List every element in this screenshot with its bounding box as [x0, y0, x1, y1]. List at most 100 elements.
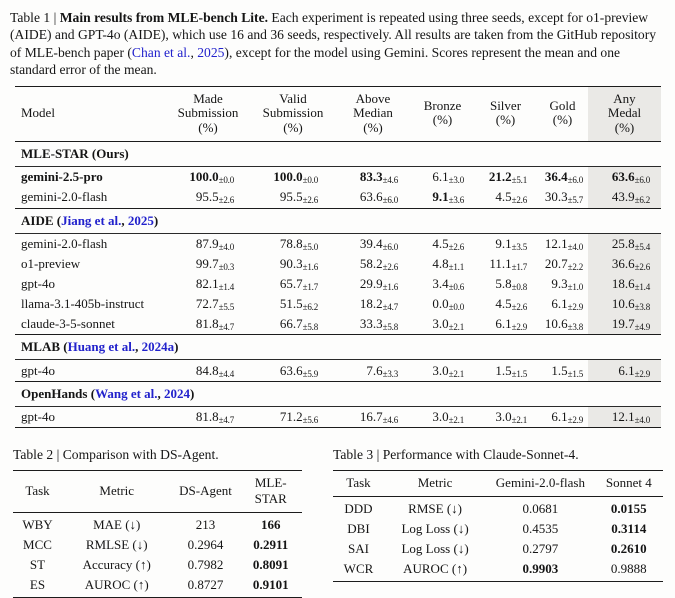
std-error: ±2.6: [448, 241, 465, 252]
text-segment: Table 1 |: [10, 10, 60, 25]
ds-agent-comparison-table: Task Metric DS-Agent MLE-STAR WBY MAE (↓) 213…: [13, 469, 302, 598]
value: 95.5: [279, 189, 303, 205]
value-cell: 81.8±4.7: [165, 406, 251, 428]
std-error: ±1.6: [382, 281, 399, 292]
model-cell: llama-3.1-405b-instruct: [21, 296, 145, 312]
text-segment: ,: [121, 212, 128, 228]
value: 16.7: [359, 408, 383, 424]
value-cell: 0.9101: [239, 574, 302, 598]
column-header-mle-star: MLE-STAR: [239, 470, 302, 513]
table-row: MCC RMLSE (↓) 0.2964 0.2911: [13, 535, 302, 555]
column-header-task: Task: [333, 470, 384, 497]
value-cell: 0.3114: [611, 520, 647, 536]
value: 9.3: [551, 275, 568, 291]
std-error: ±2.1: [448, 414, 465, 425]
value: 1.5: [495, 362, 512, 378]
std-error: ±5.1: [511, 175, 528, 186]
text-segment: ,: [157, 385, 165, 401]
value-cell: 95.5±2.6: [165, 187, 251, 209]
value-cell: 12.1±4.0: [588, 406, 661, 428]
results-table: Model Made Submission (%) Valid Submission (%)…: [15, 85, 661, 428]
citation-link[interactable]: Wang et al.: [95, 385, 158, 401]
metric-cell: MAE (↓): [93, 516, 141, 532]
value: 25.8: [611, 235, 635, 251]
value: 21.2: [488, 169, 512, 185]
std-error: ±2.6: [302, 195, 319, 206]
value: 66.7: [279, 316, 303, 332]
text-segment: ): [174, 339, 179, 355]
value-cell: 9.1±3.5: [474, 233, 537, 254]
column-header-gemini-2-0-flash: Gemini-2.0-flash: [486, 470, 595, 497]
value-cell: 71.2±5.6: [251, 406, 335, 428]
std-error: ±2.6: [511, 195, 528, 206]
citation-link[interactable]: 2025: [197, 44, 225, 60]
std-error: ±4.0: [218, 241, 235, 252]
task-cell: ES: [13, 574, 62, 598]
value: 0.0: [432, 296, 449, 312]
value: 3.4: [432, 275, 449, 291]
citation-link[interactable]: Huang et al.: [67, 339, 136, 355]
value: 81.8: [195, 408, 219, 424]
table-row: gemini-2.0-flash 95.5±2.6 95.5±2.6 63.6±6.0…: [15, 187, 661, 209]
value: 18.2: [359, 296, 383, 312]
column-header-silver-pctpctpct: Silver (%): [474, 86, 537, 143]
task-cell: DBI: [347, 520, 370, 536]
std-error: ±2.9: [634, 368, 651, 379]
value: 51.5: [279, 296, 303, 312]
column-header-above-median-pctpctpct: Above Median (%): [335, 86, 411, 143]
value: 12.1: [544, 235, 568, 251]
value: 7.6: [366, 362, 383, 378]
value: 11.1: [489, 255, 512, 271]
value-cell: 1.5±1.5: [474, 359, 537, 382]
metric-cell: AUROC (↑): [383, 558, 487, 582]
task-cell: ST: [29, 556, 46, 572]
value: 83.3: [359, 169, 383, 185]
header-row: Task Metric DS-Agent MLE-STAR: [13, 470, 302, 513]
citation-link[interactable]: Chan et al.: [131, 44, 191, 60]
std-error: ±2.1: [448, 322, 465, 333]
std-error: ±4.6: [382, 414, 399, 425]
table-row: gemini-2.0-flash 87.9±4.0 78.8±5.0 39.4±6.0…: [15, 233, 661, 254]
table-row: llama-3.1-405b-instruct 72.7±5.5 51.5±6.2 1…: [15, 294, 661, 315]
value: 4.5: [432, 235, 449, 251]
value: 39.4: [359, 235, 383, 251]
table3-block: Table 3 | Performance with Claude-Sonnet…: [333, 447, 663, 598]
std-error: ±4.4: [218, 368, 235, 379]
table-row: gpt-4o 81.8±4.7 71.2±5.6 16.7±4.6 3.0±2.1 3.0…: [15, 406, 661, 428]
value: 3.0: [432, 362, 449, 378]
value-cell: 78.8±5.0: [251, 233, 335, 254]
value: 63.6: [611, 169, 635, 185]
citation-link[interactable]: Jiang et al.: [61, 212, 122, 228]
std-error: ±5.5: [218, 302, 235, 313]
value-cell: 6.1±2.9: [474, 314, 537, 336]
model-cell: o1-preview: [21, 255, 81, 271]
value: 65.7: [279, 275, 303, 291]
std-error: ±6.2: [634, 195, 651, 206]
std-error: ±1.5: [511, 368, 528, 379]
citation-link[interactable]: 2025: [127, 212, 154, 228]
column-header-gold-pctpctpct: Gold (%): [537, 86, 588, 143]
value: 82.1: [195, 275, 219, 291]
value-cell: 0.2797: [522, 540, 559, 556]
metric-cell: RMSE (↓): [408, 500, 462, 516]
value-cell: 29.9±1.6: [335, 274, 411, 294]
section-header: MLE-STAR (Ours): [15, 141, 661, 168]
value-cell: 81.8±4.7: [165, 314, 251, 336]
task-cell: WBY: [22, 516, 53, 532]
section-header: OpenHands (Wang et al., 2024): [15, 381, 661, 407]
task-cell: WCR: [333, 558, 384, 582]
value-cell: 5.8±0.8: [474, 274, 537, 294]
value: 1.5: [551, 362, 568, 378]
column-header-model: Model: [15, 86, 165, 143]
value-cell: 100.0±0.0: [251, 167, 335, 188]
value-cell: 1.5±1.5: [537, 359, 588, 382]
citation-link[interactable]: 2024a: [141, 339, 175, 355]
table-row: WBY MAE (↓) 213 166: [13, 512, 302, 535]
value-cell: 82.1±1.4: [165, 274, 251, 294]
std-error: ±4.0: [567, 241, 584, 252]
std-error: ±1.1: [448, 261, 465, 272]
value-cell: 4.8±1.1: [411, 254, 474, 274]
citation-link[interactable]: 2024: [164, 385, 191, 401]
text-segment: ,: [190, 44, 198, 60]
